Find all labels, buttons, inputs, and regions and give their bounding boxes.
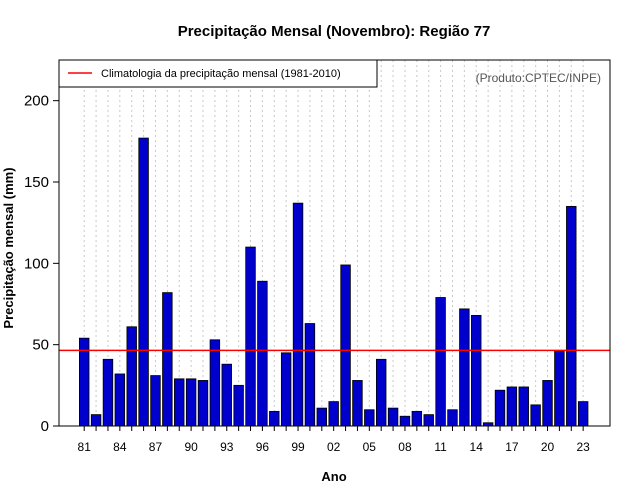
bar-98 xyxy=(280,352,292,427)
bar-86 xyxy=(138,137,149,427)
bar-16 xyxy=(494,389,506,427)
bar-22 xyxy=(566,205,577,427)
bar-91 xyxy=(197,380,209,427)
bar-89 xyxy=(174,378,185,427)
credit-text: (Produto:CPTEC/INPE) xyxy=(476,71,601,85)
bar-11 xyxy=(435,297,446,427)
y-tick-label-150: 150 xyxy=(24,174,49,191)
legend-box xyxy=(58,59,378,88)
x-tick-label-93: 93 xyxy=(220,440,234,454)
bar-17 xyxy=(506,386,518,427)
x-tick-label-96: 96 xyxy=(256,440,270,454)
x-axis-label: Ano xyxy=(321,469,346,484)
x-tick-label-20: 20 xyxy=(541,440,555,454)
bar-01 xyxy=(316,407,328,427)
y-tick-label-50: 50 xyxy=(32,337,49,354)
y-tick-label-0: 0 xyxy=(41,418,49,435)
bar-94 xyxy=(233,384,244,427)
x-tick-label-11: 11 xyxy=(434,440,447,454)
x-tick-label-23: 23 xyxy=(576,440,590,454)
bar-93 xyxy=(221,363,232,427)
bar-19 xyxy=(530,404,541,427)
bar-14 xyxy=(471,314,482,427)
bar-10 xyxy=(423,414,434,427)
bar-05 xyxy=(364,409,375,427)
bar-92 xyxy=(209,339,221,427)
legend: Climatologia da precipitação mensal (198… xyxy=(58,59,378,88)
bar-18 xyxy=(518,386,529,427)
x-tick-label-90: 90 xyxy=(184,440,198,454)
bar-23 xyxy=(577,401,589,427)
x-tick-label-84: 84 xyxy=(113,440,127,454)
bar-12 xyxy=(447,409,458,427)
bar-81 xyxy=(79,337,90,427)
x-tick-label-05: 05 xyxy=(363,440,377,454)
bar-88 xyxy=(162,292,173,427)
bar-97 xyxy=(269,410,280,427)
bar-08 xyxy=(399,415,411,427)
bars xyxy=(79,137,589,427)
bar-20 xyxy=(542,380,553,427)
x-tick-label-02: 02 xyxy=(327,440,341,454)
x-tick-label-08: 08 xyxy=(398,440,412,454)
x-tick-label-99: 99 xyxy=(291,440,305,454)
y-axis: 0 50 100 150 200 xyxy=(24,93,59,435)
bar-07 xyxy=(387,407,399,427)
bar-04 xyxy=(352,380,363,427)
legend-label: Climatologia da precipitação mensal (198… xyxy=(101,68,341,80)
bar-09 xyxy=(411,410,423,427)
bar-84 xyxy=(114,373,126,427)
bar-87 xyxy=(150,375,161,427)
bar-13 xyxy=(459,308,470,427)
bar-03 xyxy=(340,264,351,427)
x-tick-label-81: 81 xyxy=(78,440,92,454)
bar-21 xyxy=(554,350,565,427)
x-tick-label-14: 14 xyxy=(470,440,484,454)
x-axis: 81 84 87 90 93 96 99 02 05 08 11 14 17 20 23 xyxy=(78,426,590,454)
bar-02 xyxy=(328,401,339,427)
bar-95 xyxy=(245,246,256,427)
grid-lines xyxy=(83,60,584,426)
y-axis-label: Precipitação mensal (mm) xyxy=(1,167,16,328)
x-tick-label-87: 87 xyxy=(149,440,163,454)
bar-83 xyxy=(102,358,114,427)
chart-title: Precipitação Mensal (Novembro): Região 7… xyxy=(178,23,491,40)
bar-90 xyxy=(185,378,197,427)
bar-85 xyxy=(126,326,137,427)
bar-06 xyxy=(375,358,387,427)
bar-00 xyxy=(304,323,316,427)
x-tick-label-17: 17 xyxy=(505,440,519,454)
y-tick-label-100: 100 xyxy=(24,255,49,272)
bar-99 xyxy=(292,202,304,427)
bar-82 xyxy=(90,414,102,427)
bar-96 xyxy=(257,280,268,427)
y-tick-label-200: 200 xyxy=(24,93,49,110)
